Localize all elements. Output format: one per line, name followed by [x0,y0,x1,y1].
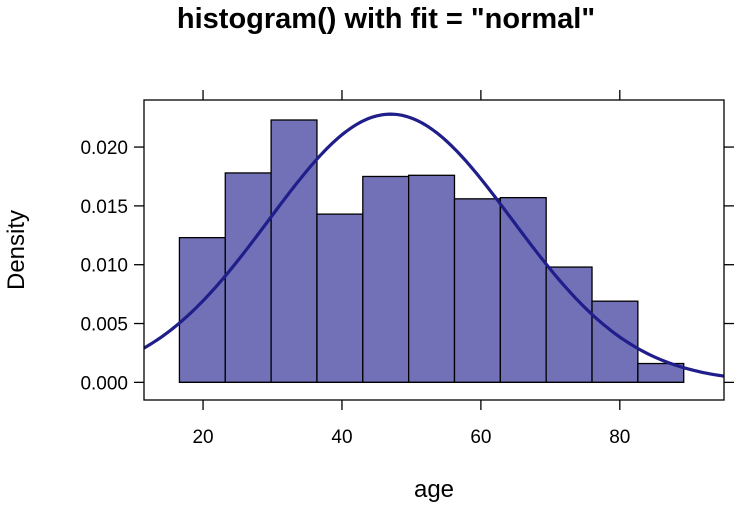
chart-title: histogram() with fit = "normal" [177,3,595,35]
y-axis-label: Density [3,210,30,290]
histogram-bar-7 [453,198,501,384]
histogram-bar-10 [591,300,639,384]
plot-area [143,112,725,384]
y-tick-label: 0.020 [80,138,128,159]
plot-frame [143,99,725,401]
histogram-bar-1 [178,236,226,384]
y-tick-label: 0.010 [80,256,128,277]
normal-fit-curve [143,112,725,378]
x-tick-label: 40 [331,427,352,448]
y-tick-label: 0.005 [80,315,128,336]
y-axis-ticks: 0.000 0.005 0.010 0.015 0.020 [80,138,734,394]
histogram-bar-2 [224,172,272,384]
histogram-bar-3 [270,119,318,384]
y-tick-label: 0.000 [80,373,128,394]
histogram-bar-5 [362,175,410,384]
x-tick-label: 80 [609,427,630,448]
x-tick-label: 20 [192,427,213,448]
x-tick-label: 60 [470,427,491,448]
histogram-bar-8 [499,196,547,384]
x-axis-label: age [414,476,454,503]
y-tick-label: 0.015 [80,197,128,218]
histogram-bars [178,119,685,384]
histogram-bar-6 [407,174,456,384]
histogram-bar-4 [316,213,364,384]
histogram-bar-9 [545,266,593,384]
normal-fit-line [143,112,725,378]
x-axis-ticks: 20 40 60 80 [192,90,630,448]
